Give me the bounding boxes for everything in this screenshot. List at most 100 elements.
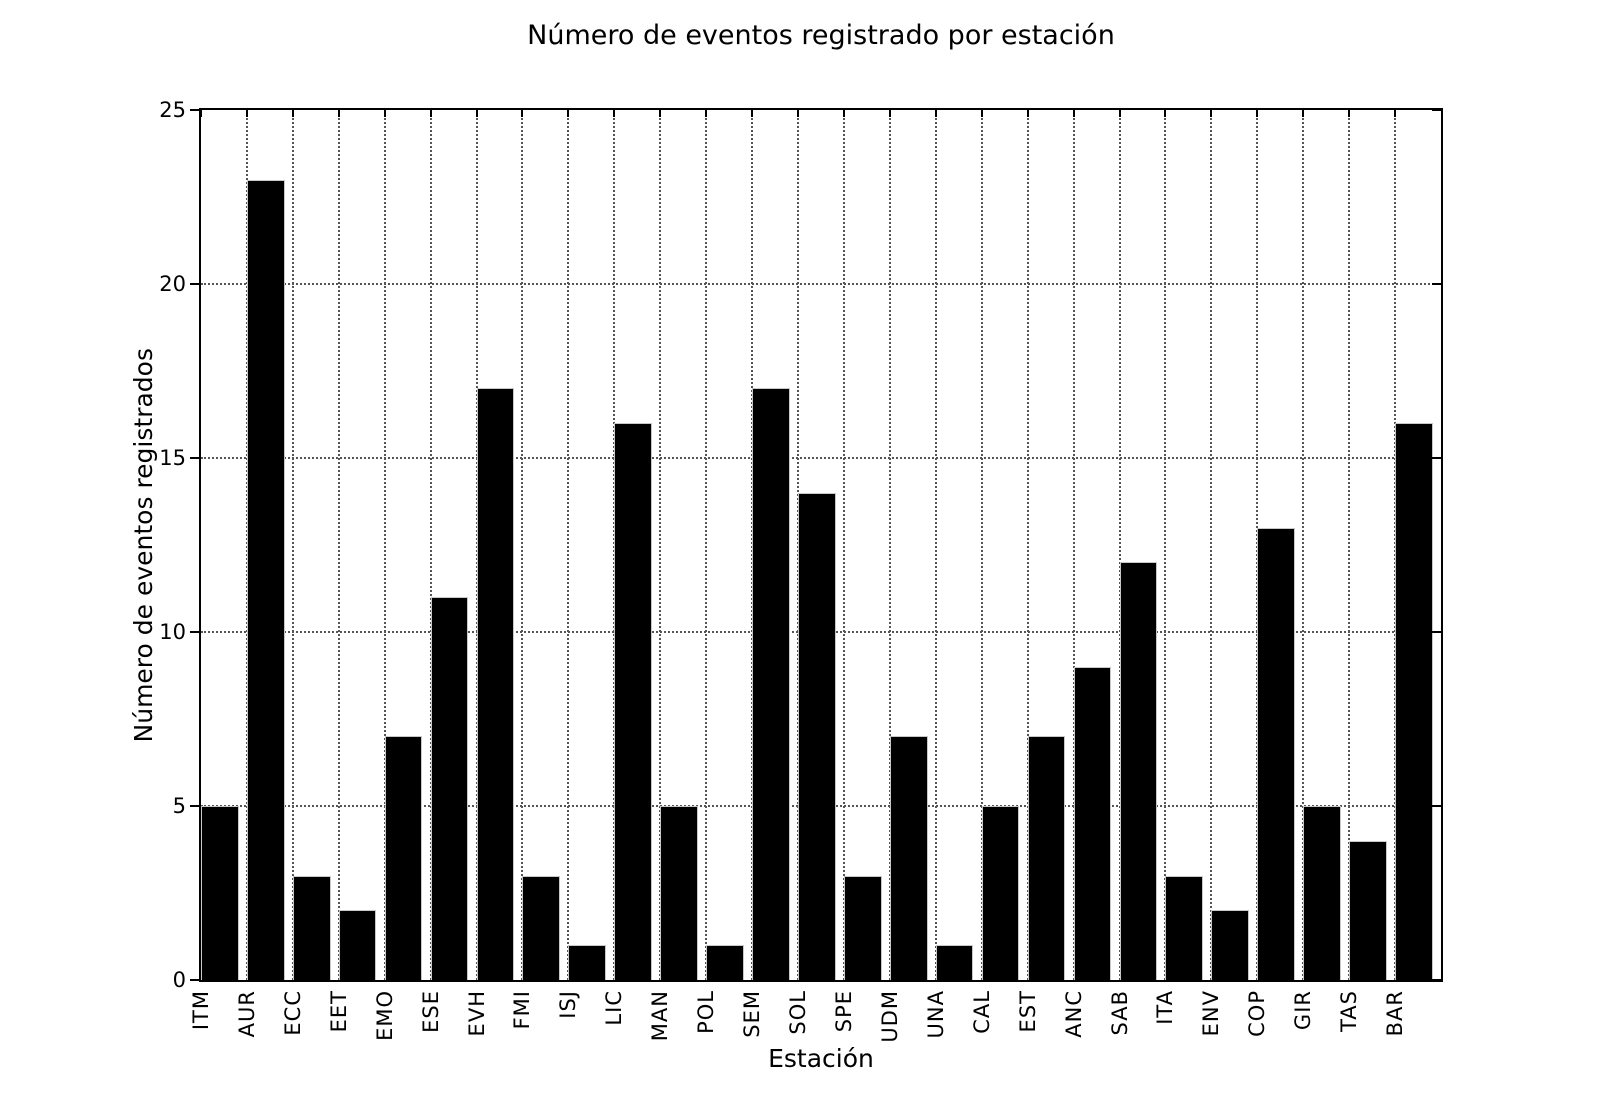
gridline-y-15 — [201, 457, 1441, 459]
gridline-x-POL — [705, 110, 708, 980]
gridline-x-ITA — [1164, 110, 1167, 980]
x-tick-label-SEM: SEM — [740, 990, 765, 1038]
y-tick-label-5: 5 — [172, 794, 186, 818]
bar-ESE — [430, 597, 469, 980]
x-tick-label-ENV: ENV — [1199, 990, 1224, 1037]
gridline-x-MAN — [659, 110, 662, 980]
x-tick-label-LIC: LIC — [602, 990, 627, 1026]
x-tick-SOL — [797, 110, 800, 117]
bar-SAB — [1119, 562, 1158, 980]
y-axis-label: Número de eventos registrados — [128, 347, 158, 743]
x-tick-MAN — [659, 110, 662, 117]
x-tick-label-UDM: UDM — [877, 990, 902, 1043]
gridline-x-TAS — [1348, 110, 1351, 980]
x-tick-ENV — [1210, 110, 1213, 117]
x-tick-label-EET: EET — [326, 990, 351, 1033]
gridline-y-20 — [201, 283, 1441, 285]
x-tick-label-AUR: AUR — [234, 990, 259, 1038]
x-tick-ISJ — [567, 110, 570, 117]
x-tick-label-EST: EST — [1015, 990, 1040, 1033]
bar-ECC — [292, 875, 331, 980]
top-spine — [201, 108, 1441, 110]
x-axis-label: Estación — [768, 1044, 874, 1073]
x-tick-label-ITM: ITM — [189, 990, 213, 1031]
x-tick-GIR — [1302, 110, 1305, 117]
x-tick-label-SPE: SPE — [831, 990, 856, 1033]
y-tick-right-5 — [1432, 805, 1441, 807]
gridline-x-ESE — [429, 110, 432, 980]
gridline-x-ECC — [291, 110, 294, 980]
gridline-x-ENV — [1210, 110, 1213, 980]
bottom-spine — [201, 980, 1441, 982]
x-tick-label-ANC: ANC — [1061, 990, 1086, 1038]
gridline-x-SPE — [842, 110, 845, 980]
x-tick-label-BAR: BAR — [1383, 990, 1408, 1037]
bar-BAR — [1395, 423, 1433, 980]
x-tick-ECC — [291, 110, 294, 117]
gridline-x-ISJ — [567, 110, 570, 980]
bar-COP — [1257, 527, 1295, 980]
x-tick-label-SAB: SAB — [1107, 990, 1132, 1036]
y-tick-label-10: 10 — [159, 620, 186, 644]
x-tick-COP — [1256, 110, 1259, 117]
x-tick-TAS — [1348, 110, 1351, 117]
bar-FMI — [522, 875, 561, 980]
x-tick-SAB — [1118, 110, 1121, 117]
bar-AUR — [246, 179, 285, 980]
x-tick-EVH — [475, 110, 478, 117]
bar-EMO — [384, 736, 423, 980]
x-tick-label-EMO: EMO — [372, 990, 397, 1041]
y-tick-10 — [190, 631, 199, 633]
bar-GIR — [1303, 806, 1341, 980]
gridline-x-GIR — [1302, 110, 1305, 980]
bar-POL — [706, 945, 744, 980]
y-tick-right-15 — [1432, 457, 1441, 459]
gridline-x-ANC — [1072, 110, 1075, 980]
x-tick-label-ITA: ITA — [1153, 990, 1178, 1025]
x-tick-EET — [337, 110, 340, 117]
x-tick-FMI — [521, 110, 524, 117]
gridline-x-UDM — [888, 110, 891, 980]
bar-ISJ — [568, 945, 607, 980]
x-tick-POL — [705, 110, 708, 117]
bar-SPE — [843, 875, 882, 980]
bar-CAL — [981, 806, 1020, 980]
x-tick-SPE — [842, 110, 845, 117]
gridline-x-SAB — [1118, 110, 1121, 980]
y-tick-25 — [190, 109, 199, 111]
x-tick-UDM — [888, 110, 891, 117]
bar-ITA — [1165, 875, 1204, 980]
bar-SOL — [798, 492, 836, 980]
y-tick-right-25 — [1432, 109, 1441, 111]
bar-EST — [1027, 736, 1066, 980]
y-tick-20 — [190, 283, 199, 285]
x-tick-label-ESE: ESE — [418, 990, 443, 1033]
gridline-x-EMO — [383, 110, 386, 980]
y-tick-right-0 — [1432, 979, 1441, 981]
y-axis-spine — [199, 108, 201, 982]
y-tick-right-20 — [1432, 283, 1441, 285]
x-tick-label-CAL: CAL — [969, 990, 994, 1034]
gridline-x-EST — [1026, 110, 1029, 980]
gridline-x-CAL — [980, 110, 983, 980]
y-tick-right-10 — [1432, 631, 1441, 633]
x-tick-label-GIR: GIR — [1291, 990, 1316, 1031]
gridline-x-EET — [337, 110, 340, 980]
x-tick-label-UNA: UNA — [923, 990, 948, 1039]
plot-area — [190, 108, 1443, 982]
x-tick-label-TAS: TAS — [1337, 990, 1362, 1032]
x-tick-AUR — [245, 110, 248, 117]
bar-ANC — [1073, 666, 1112, 980]
y-tick-label-20: 20 — [159, 272, 186, 296]
gridline-x-UNA — [934, 110, 937, 980]
bar-TAS — [1349, 840, 1387, 980]
bar-MAN — [660, 806, 698, 980]
bar-UDM — [889, 736, 928, 980]
x-tick-EMO — [383, 110, 386, 117]
y-tick-0 — [190, 979, 199, 981]
x-tick-CAL — [980, 110, 983, 117]
gridline-x-FMI — [521, 110, 524, 980]
bar-LIC — [614, 423, 652, 980]
chart-title: Número de eventos registrado por estació… — [527, 20, 1115, 51]
